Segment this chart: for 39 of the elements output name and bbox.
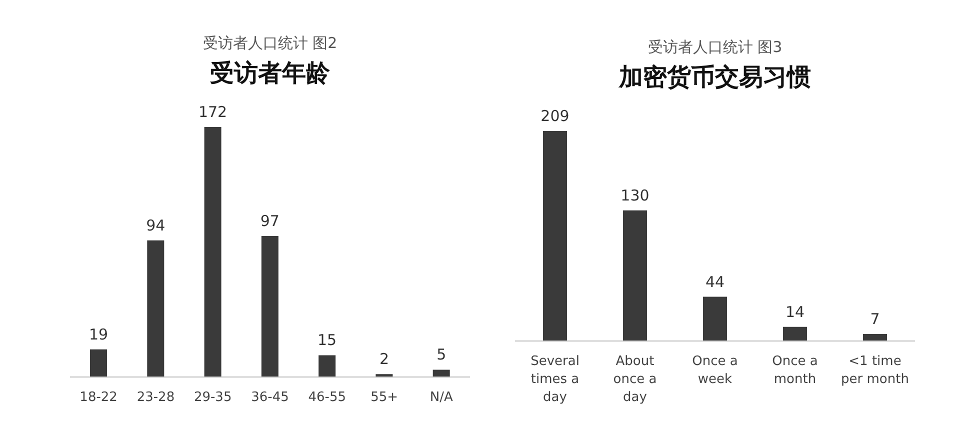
chart-title: 受访者年龄	[209, 58, 331, 89]
x-tick-label: Several times a day	[530, 354, 580, 405]
data-label: 172	[198, 103, 228, 121]
bar	[90, 349, 107, 377]
data-label: 94	[146, 216, 166, 234]
data-label: 5	[436, 346, 446, 364]
bar	[783, 326, 807, 341]
chart-title: 加密货币交易习惯	[618, 62, 812, 93]
x-tick-label: <1 time per month	[841, 354, 909, 387]
chart-subtitle: 受访者人口统计 图3	[646, 38, 784, 57]
x-tick-label: 46-55	[308, 390, 346, 405]
bar	[432, 370, 450, 377]
chart-subtitle: 受访者人口统计 图2	[202, 34, 338, 53]
data-label: 19	[88, 325, 108, 344]
x-tick-label: 18-22	[80, 390, 118, 405]
data-label: 15	[318, 331, 337, 350]
data-label: 44	[705, 272, 725, 291]
x-tick-label: 23-28	[136, 390, 175, 405]
x-tick-label: 36-45	[251, 390, 289, 405]
x-tick-label: 55+	[370, 390, 398, 405]
data-label: 97	[260, 212, 280, 230]
bar	[543, 131, 567, 341]
bar	[623, 210, 647, 341]
x-tick-label: Once a week	[692, 354, 738, 387]
data-label: 130	[620, 186, 650, 204]
bar	[261, 236, 278, 377]
data-label: 7	[870, 310, 880, 328]
x-tick-label: 29-35	[194, 390, 232, 405]
bar	[703, 296, 727, 341]
bar	[204, 127, 222, 377]
data-label: 209	[540, 107, 570, 125]
bar	[863, 334, 887, 341]
data-label: 2	[379, 350, 389, 368]
x-tick-label: About once a day	[613, 354, 657, 405]
data-label: 14	[785, 302, 805, 321]
bar	[318, 355, 336, 377]
bar	[147, 240, 164, 377]
x-tick-label: Once a month	[772, 354, 818, 387]
x-tick-label: N/A	[430, 390, 454, 405]
